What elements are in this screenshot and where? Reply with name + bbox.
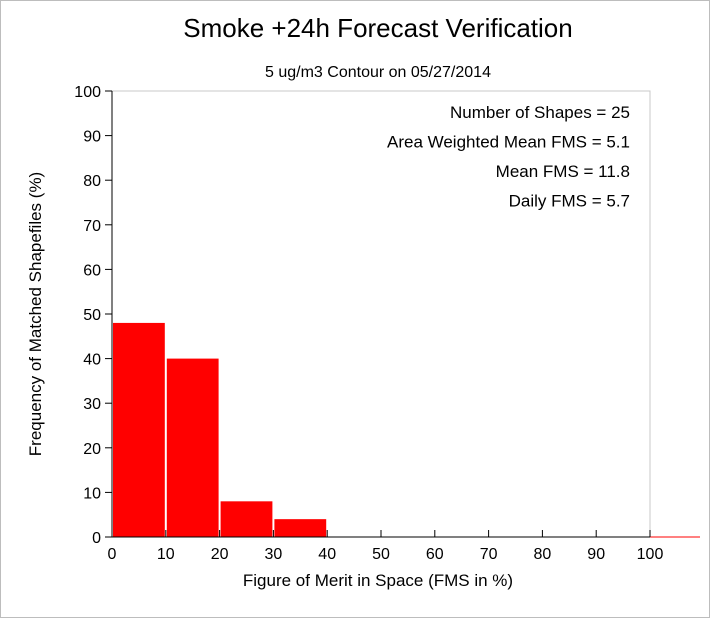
y-tick-label: 20 [83,441,101,458]
histogram-bar [220,501,273,537]
histogram-bar [274,519,327,537]
y-tick-label: 40 [83,352,101,369]
y-tick-label: 100 [74,84,101,101]
stat-annotation: Number of Shapes = 25 [450,103,630,122]
chart-subtitle: 5 ug/m3 Contour on 05/27/2014 [265,64,491,81]
x-tick-label: 0 [108,546,117,563]
bars-group [113,322,327,537]
x-tick-label: 90 [587,546,605,563]
x-ticks-group: 0 10 20 30 40 50 60 70 80 90 100 [108,530,664,563]
y-tick-label: 0 [92,530,101,547]
histogram-bar [113,322,165,537]
y-tick-label: 80 [83,173,101,190]
x-tick-label: 40 [318,546,336,563]
x-tick-label: 20 [211,546,229,563]
x-axis-label: Figure of Merit in Space (FMS in %) [243,571,513,590]
chart-title: Smoke +24h Forecast Verification [183,13,572,43]
y-tick-label: 70 [83,218,101,235]
y-tick-label: 50 [83,307,101,324]
stat-annotation: Mean FMS = 11.8 [496,162,630,181]
stats-annotations: Number of Shapes = 25 Area Weighted Mean … [387,103,630,211]
y-tick-label: 60 [83,262,101,279]
y-ticks-group: 0 10 20 30 40 50 60 70 80 90 100 [74,84,112,547]
x-tick-label: 30 [265,546,283,563]
histogram-bar [166,358,219,537]
x-tick-label: 50 [372,546,390,563]
x-tick-label: 100 [637,546,664,563]
x-tick-label: 10 [157,546,175,563]
y-axis-label: Frequency of Matched Shapefiles (%) [26,172,45,456]
x-tick-label: 70 [480,546,498,563]
stat-annotation: Daily FMS = 5.7 [509,192,630,211]
y-tick-label: 30 [83,396,101,413]
x-tick-label: 80 [534,546,552,563]
stat-annotation: Area Weighted Mean FMS = 5.1 [387,133,630,152]
y-tick-label: 10 [83,485,101,502]
x-tick-label: 60 [426,546,444,563]
y-tick-label: 90 [83,129,101,146]
